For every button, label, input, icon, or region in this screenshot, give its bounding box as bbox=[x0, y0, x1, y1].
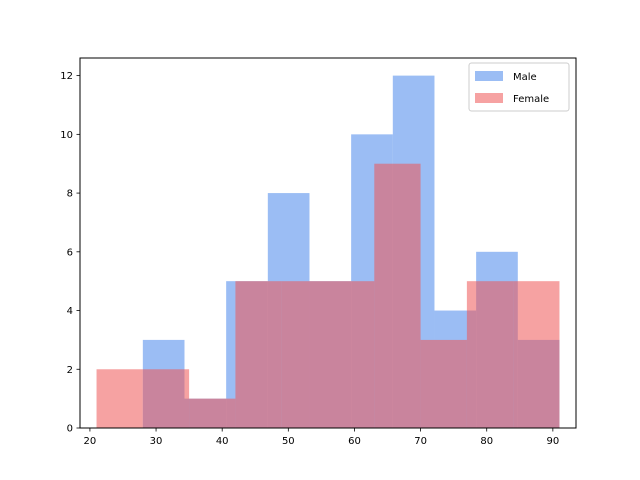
female-bar bbox=[374, 163, 421, 428]
female-bar bbox=[96, 369, 143, 428]
x-tick-label: 60 bbox=[348, 436, 361, 447]
female-bar bbox=[513, 281, 560, 428]
y-tick-label: 10 bbox=[60, 130, 73, 141]
x-tick-label: 30 bbox=[150, 436, 163, 447]
y-tick-label: 8 bbox=[67, 189, 73, 200]
legend-swatch-female bbox=[475, 93, 503, 103]
legend-swatch-male bbox=[475, 71, 503, 81]
plot-frame bbox=[79, 57, 577, 429]
female-bar bbox=[189, 398, 236, 428]
x-tick-label: 40 bbox=[216, 436, 229, 447]
legend: Male Female bbox=[468, 62, 570, 112]
bars-layer bbox=[96, 75, 560, 428]
legend-label-female: Female bbox=[513, 94, 549, 105]
female-bar bbox=[235, 281, 282, 428]
y-tick-label: 2 bbox=[67, 365, 73, 376]
female-bar bbox=[466, 281, 514, 428]
female-bar bbox=[420, 339, 467, 428]
ticks-layer: 20 30 40 50 60 70 80 90 0 2 4 6 8 10 12 bbox=[60, 71, 559, 447]
x-tick-label: 90 bbox=[546, 436, 559, 447]
female-bar bbox=[281, 281, 328, 428]
y-tick-label: 4 bbox=[67, 306, 73, 317]
female-bar bbox=[142, 369, 190, 428]
y-tick-label: 12 bbox=[60, 71, 73, 82]
x-tick-label: 20 bbox=[84, 436, 97, 447]
legend-label-male: Male bbox=[513, 72, 537, 83]
y-tick-label: 6 bbox=[67, 247, 73, 258]
x-tick-label: 80 bbox=[480, 436, 493, 447]
female-bar bbox=[328, 281, 375, 428]
x-tick-label: 70 bbox=[414, 436, 427, 447]
x-tick-label: 50 bbox=[282, 436, 295, 447]
y-tick-label: 0 bbox=[67, 424, 73, 435]
